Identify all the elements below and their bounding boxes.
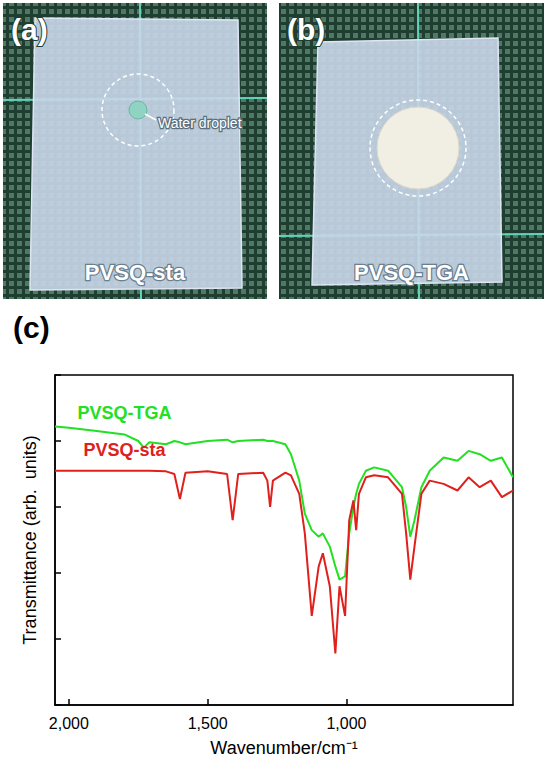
svg-text:PVSQ-sta: PVSQ-sta (83, 440, 166, 460)
svg-text:(b): (b) (287, 13, 325, 46)
svg-text:PVSQ-TGA: PVSQ-TGA (77, 403, 171, 423)
svg-text:1,500: 1,500 (188, 715, 228, 732)
svg-text:(c): (c) (13, 311, 50, 344)
svg-text:Wavenumber/cm⁻¹: Wavenumber/cm⁻¹ (210, 738, 357, 758)
svg-text:Transmittance (arb. units): Transmittance (arb. units) (20, 435, 40, 644)
svg-text:PVSQ-sta: PVSQ-sta (85, 260, 186, 285)
svg-text:(a): (a) (11, 13, 48, 46)
svg-text:1,000: 1,000 (326, 715, 366, 732)
svg-text:PVSQ-TGA: PVSQ-TGA (354, 260, 469, 285)
svg-text:Water droplet: Water droplet (158, 115, 242, 131)
svg-text:2,000: 2,000 (49, 715, 89, 732)
